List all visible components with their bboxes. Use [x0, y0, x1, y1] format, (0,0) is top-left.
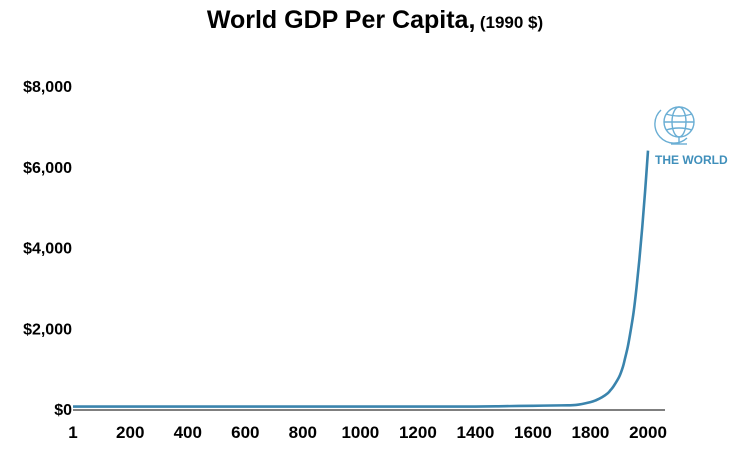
x-tick-label: 600 — [231, 423, 259, 442]
x-tick-label: 800 — [289, 423, 317, 442]
x-tick-label: 1200 — [399, 423, 437, 442]
series-line-0 — [73, 150, 650, 408]
x-tick-label: 1 — [68, 423, 77, 442]
x-tick-label: 200 — [116, 423, 144, 442]
x-tick-label: 400 — [174, 423, 202, 442]
the-world-logo: THE WORLD — [654, 106, 728, 167]
x-tick-label: 1000 — [341, 423, 379, 442]
y-axis-ticks: $0 $2,000 $4,000 $6,000 $8,000 — [23, 79, 72, 419]
globe-icon — [654, 106, 695, 145]
y-tick-label: $8,000 — [23, 79, 72, 96]
series-lines — [73, 150, 650, 408]
y-tick-label: $6,000 — [23, 160, 72, 177]
x-tick-label: 1800 — [572, 423, 610, 442]
logo-text: THE WORLD — [655, 153, 728, 167]
x-tick-label: 2000 — [629, 423, 667, 442]
chart-title: World GDP Per Capita, — [206, 6, 476, 34]
chart-subtitle: (1990 $) — [479, 13, 544, 32]
x-axis-ticks: 1 200 400 600 800 1000 1200 1400 1600 1800 2000 — [68, 423, 667, 442]
y-tick-label: $0 — [54, 402, 72, 419]
chart-title-block: World GDP Per Capita, (1990 $) — [0, 6, 750, 35]
x-tick-label: 1400 — [456, 423, 494, 442]
x-tick-label: 1600 — [514, 423, 552, 442]
y-tick-label: $4,000 — [23, 241, 72, 258]
y-tick-label: $2,000 — [23, 321, 72, 338]
